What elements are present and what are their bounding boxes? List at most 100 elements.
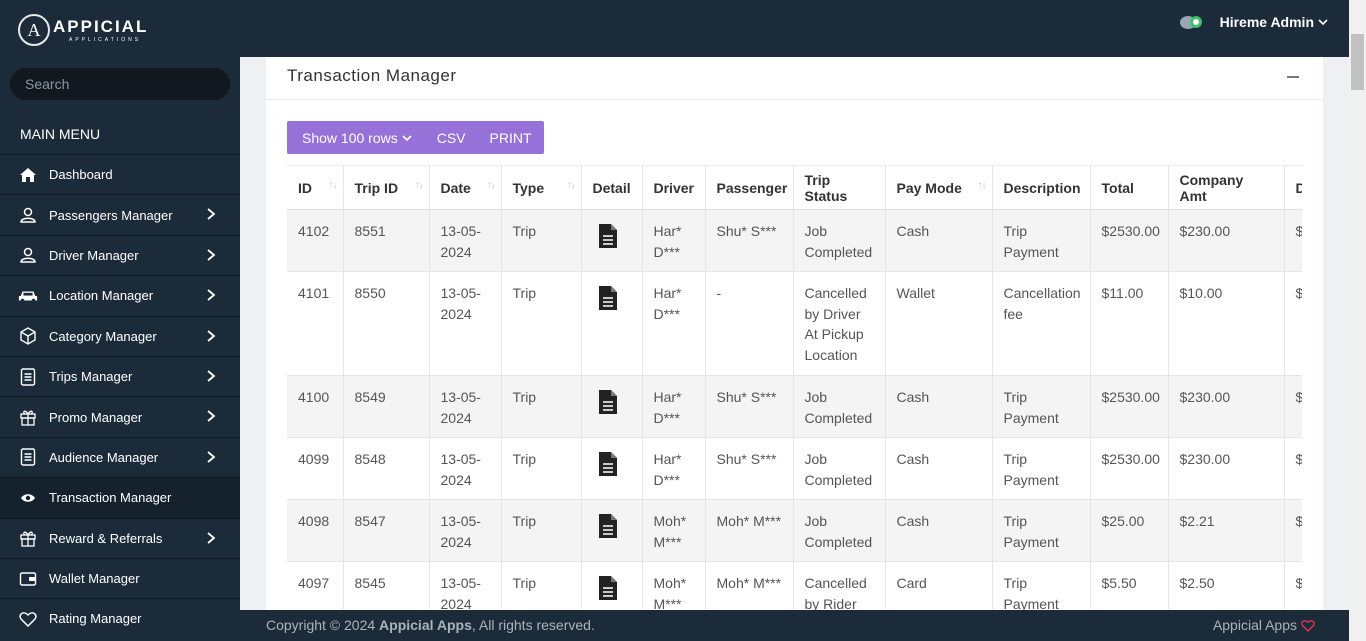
csv-button[interactable]: CSV [436, 129, 466, 146]
footer-brand-text: Appicial Apps [1212, 617, 1297, 633]
chevron-down-icon[interactable] [1318, 18, 1328, 26]
cell-status: Cancelled by Driver At Pickup Location [793, 271, 886, 376]
chevron-right-icon [207, 370, 216, 382]
sidebar-item-category[interactable]: Category Manager [0, 315, 240, 356]
col-label: Trip ID [354, 179, 399, 196]
cell-detail [581, 437, 643, 500]
table-row: 4097 8545 13-05-2024 Trip Moh* M*** Moh*… [287, 561, 1302, 610]
cell-type: Trip [501, 375, 582, 438]
sidebar-item-label: Passengers Manager [49, 207, 173, 223]
cell-passenger: Moh* M*** [705, 561, 794, 610]
cell-detail [581, 271, 643, 376]
sidebar-item-audience[interactable]: Audience Manager [0, 436, 240, 477]
cell-id: 4097 [287, 561, 344, 610]
footer-brand: Appicial Apps [1213, 617, 1315, 633]
col-label: Pay Mode [896, 179, 962, 196]
sidebar-item-rating[interactable]: Rating Manager [0, 598, 240, 638]
col-id-header[interactable]: ID ↑↓ [287, 165, 344, 210]
logo-tagline: APPLICATIONS [69, 36, 142, 43]
list-icon [18, 367, 38, 387]
cell-pay-mode: Cash [885, 437, 993, 500]
chevron-right-icon [207, 249, 216, 261]
wallet-icon [18, 569, 38, 589]
sidebar: MAIN MENU Dashboard Passengers Manager D… [0, 57, 240, 641]
cell-passenger: Shu* S*** [705, 437, 794, 500]
col-label: Company Amt [1179, 171, 1244, 204]
cell-total: $2530.00 [1090, 375, 1169, 438]
sidebar-item-label: Promo Manager [49, 409, 143, 425]
chevron-right-icon [207, 531, 216, 544]
copyright-brand-link[interactable]: Appicial Apps [379, 617, 472, 633]
user-icon [18, 205, 38, 225]
document-icon[interactable] [598, 575, 618, 601]
document-icon[interactable] [598, 451, 618, 477]
document-icon[interactable] [598, 513, 618, 539]
sort-icon[interactable]: ↑↓ [328, 180, 338, 191]
transactions-table-wrap[interactable]: ID ↑↓ Trip ID ↑↓ Date ↑↓ Type ↑↓ Detail Driv… [287, 165, 1302, 610]
cell-driver: Moh* M*** [642, 499, 706, 562]
cell-passenger: Shu* S*** [705, 209, 794, 272]
scrollbar-thumb[interactable] [1351, 34, 1364, 90]
cell-type: Trip [501, 437, 582, 500]
sidebar-item-location[interactable]: Location Manager [0, 275, 240, 315]
sort-icon[interactable]: ↑↓ [977, 180, 987, 191]
table-toolbar: Show 100 rows CSV PRINT [287, 121, 544, 154]
col-date-header[interactable]: Date ↑↓ [429, 165, 502, 210]
print-button[interactable]: PRINT [489, 129, 532, 146]
sidebar-item-dashboard[interactable]: Dashboard [0, 154, 240, 194]
search-input[interactable] [10, 68, 230, 100]
sort-icon[interactable]: ↑↓ [566, 180, 576, 191]
brand-logo[interactable]: A APPICIAL APPLICATIONS [18, 14, 148, 46]
menu-list: Dashboard Passengers Manager Driver Mana… [0, 154, 240, 639]
cell-total: $11.00 [1090, 271, 1169, 376]
sidebar-item-wallet[interactable]: Wallet Manager [0, 557, 240, 598]
sidebar-item-rewards[interactable]: Reward & Referrals [0, 517, 240, 558]
col-label: Date [440, 179, 471, 196]
cell-d: $ [1284, 499, 1302, 562]
transactions-table: ID ↑↓ Trip ID ↑↓ Date ↑↓ Type ↑↓ Detail Driv… [287, 165, 1302, 610]
avatar[interactable] [1179, 12, 1204, 32]
sort-icon[interactable]: ↑↓ [414, 180, 424, 191]
col-type-header[interactable]: Type ↑↓ [501, 165, 582, 210]
cube-icon [18, 326, 38, 346]
chevron-right-icon [207, 410, 216, 423]
col-detail-header: Detail [581, 165, 643, 210]
collapse-icon[interactable] [1287, 76, 1299, 78]
sidebar-item-trips[interactable]: Trips Manager [0, 355, 240, 396]
cell-status: Job Completed [793, 437, 886, 500]
cell-company-amt: $230.00 [1168, 437, 1285, 500]
cell-type: Trip [501, 209, 582, 272]
document-icon[interactable] [598, 223, 618, 249]
logo-name: APPICIAL [53, 16, 149, 36]
col-company-amt-header: Company Amt [1168, 165, 1285, 210]
cell-id: 4100 [287, 375, 344, 438]
table-header-row: ID ↑↓ Trip ID ↑↓ Date ↑↓ Type ↑↓ Detail Driv… [287, 165, 1302, 210]
sidebar-item-label: Audience Manager [49, 449, 159, 465]
sidebar-item-label: Location Manager [49, 288, 154, 304]
show-rows-button[interactable]: Show 100 rows [287, 121, 425, 154]
user-name[interactable]: Hireme Admin [1219, 14, 1314, 30]
sort-icon[interactable]: ↑↓ [486, 180, 496, 191]
page-scrollbar[interactable] [1349, 0, 1366, 641]
col-paymode-header[interactable]: Pay Mode ↑↓ [885, 165, 993, 210]
sidebar-item-drivers[interactable]: Driver Manager [0, 234, 240, 275]
sidebar-item-label: Dashboard [49, 167, 113, 183]
sidebar-item-label: Reward & Referrals [49, 530, 163, 546]
cell-d: $ [1284, 209, 1302, 272]
logo-emblem: A [18, 14, 50, 46]
sidebar-item-passengers[interactable]: Passengers Manager [0, 194, 240, 234]
cell-driver: Har* D*** [642, 209, 706, 272]
document-icon[interactable] [598, 285, 618, 311]
cell-d: $ [1284, 375, 1302, 438]
heart-icon [1301, 619, 1315, 632]
sidebar-item-transactions[interactable]: Transaction Manager [0, 477, 240, 518]
document-icon[interactable] [598, 389, 618, 415]
table-row: 4100 8549 13-05-2024 Trip Har* D*** Shu*… [287, 375, 1302, 438]
cell-type: Trip [501, 271, 582, 376]
cell-company-amt: $230.00 [1168, 375, 1285, 438]
user-menu[interactable]: Hireme Admin [1179, 12, 1328, 32]
cell-id: 4102 [287, 209, 344, 272]
sidebar-item-promo[interactable]: Promo Manager [0, 396, 240, 436]
col-trip-id-header[interactable]: Trip ID ↑↓ [343, 165, 430, 210]
transaction-panel: Transaction Manager Show 100 rows CSV PR… [266, 57, 1323, 610]
